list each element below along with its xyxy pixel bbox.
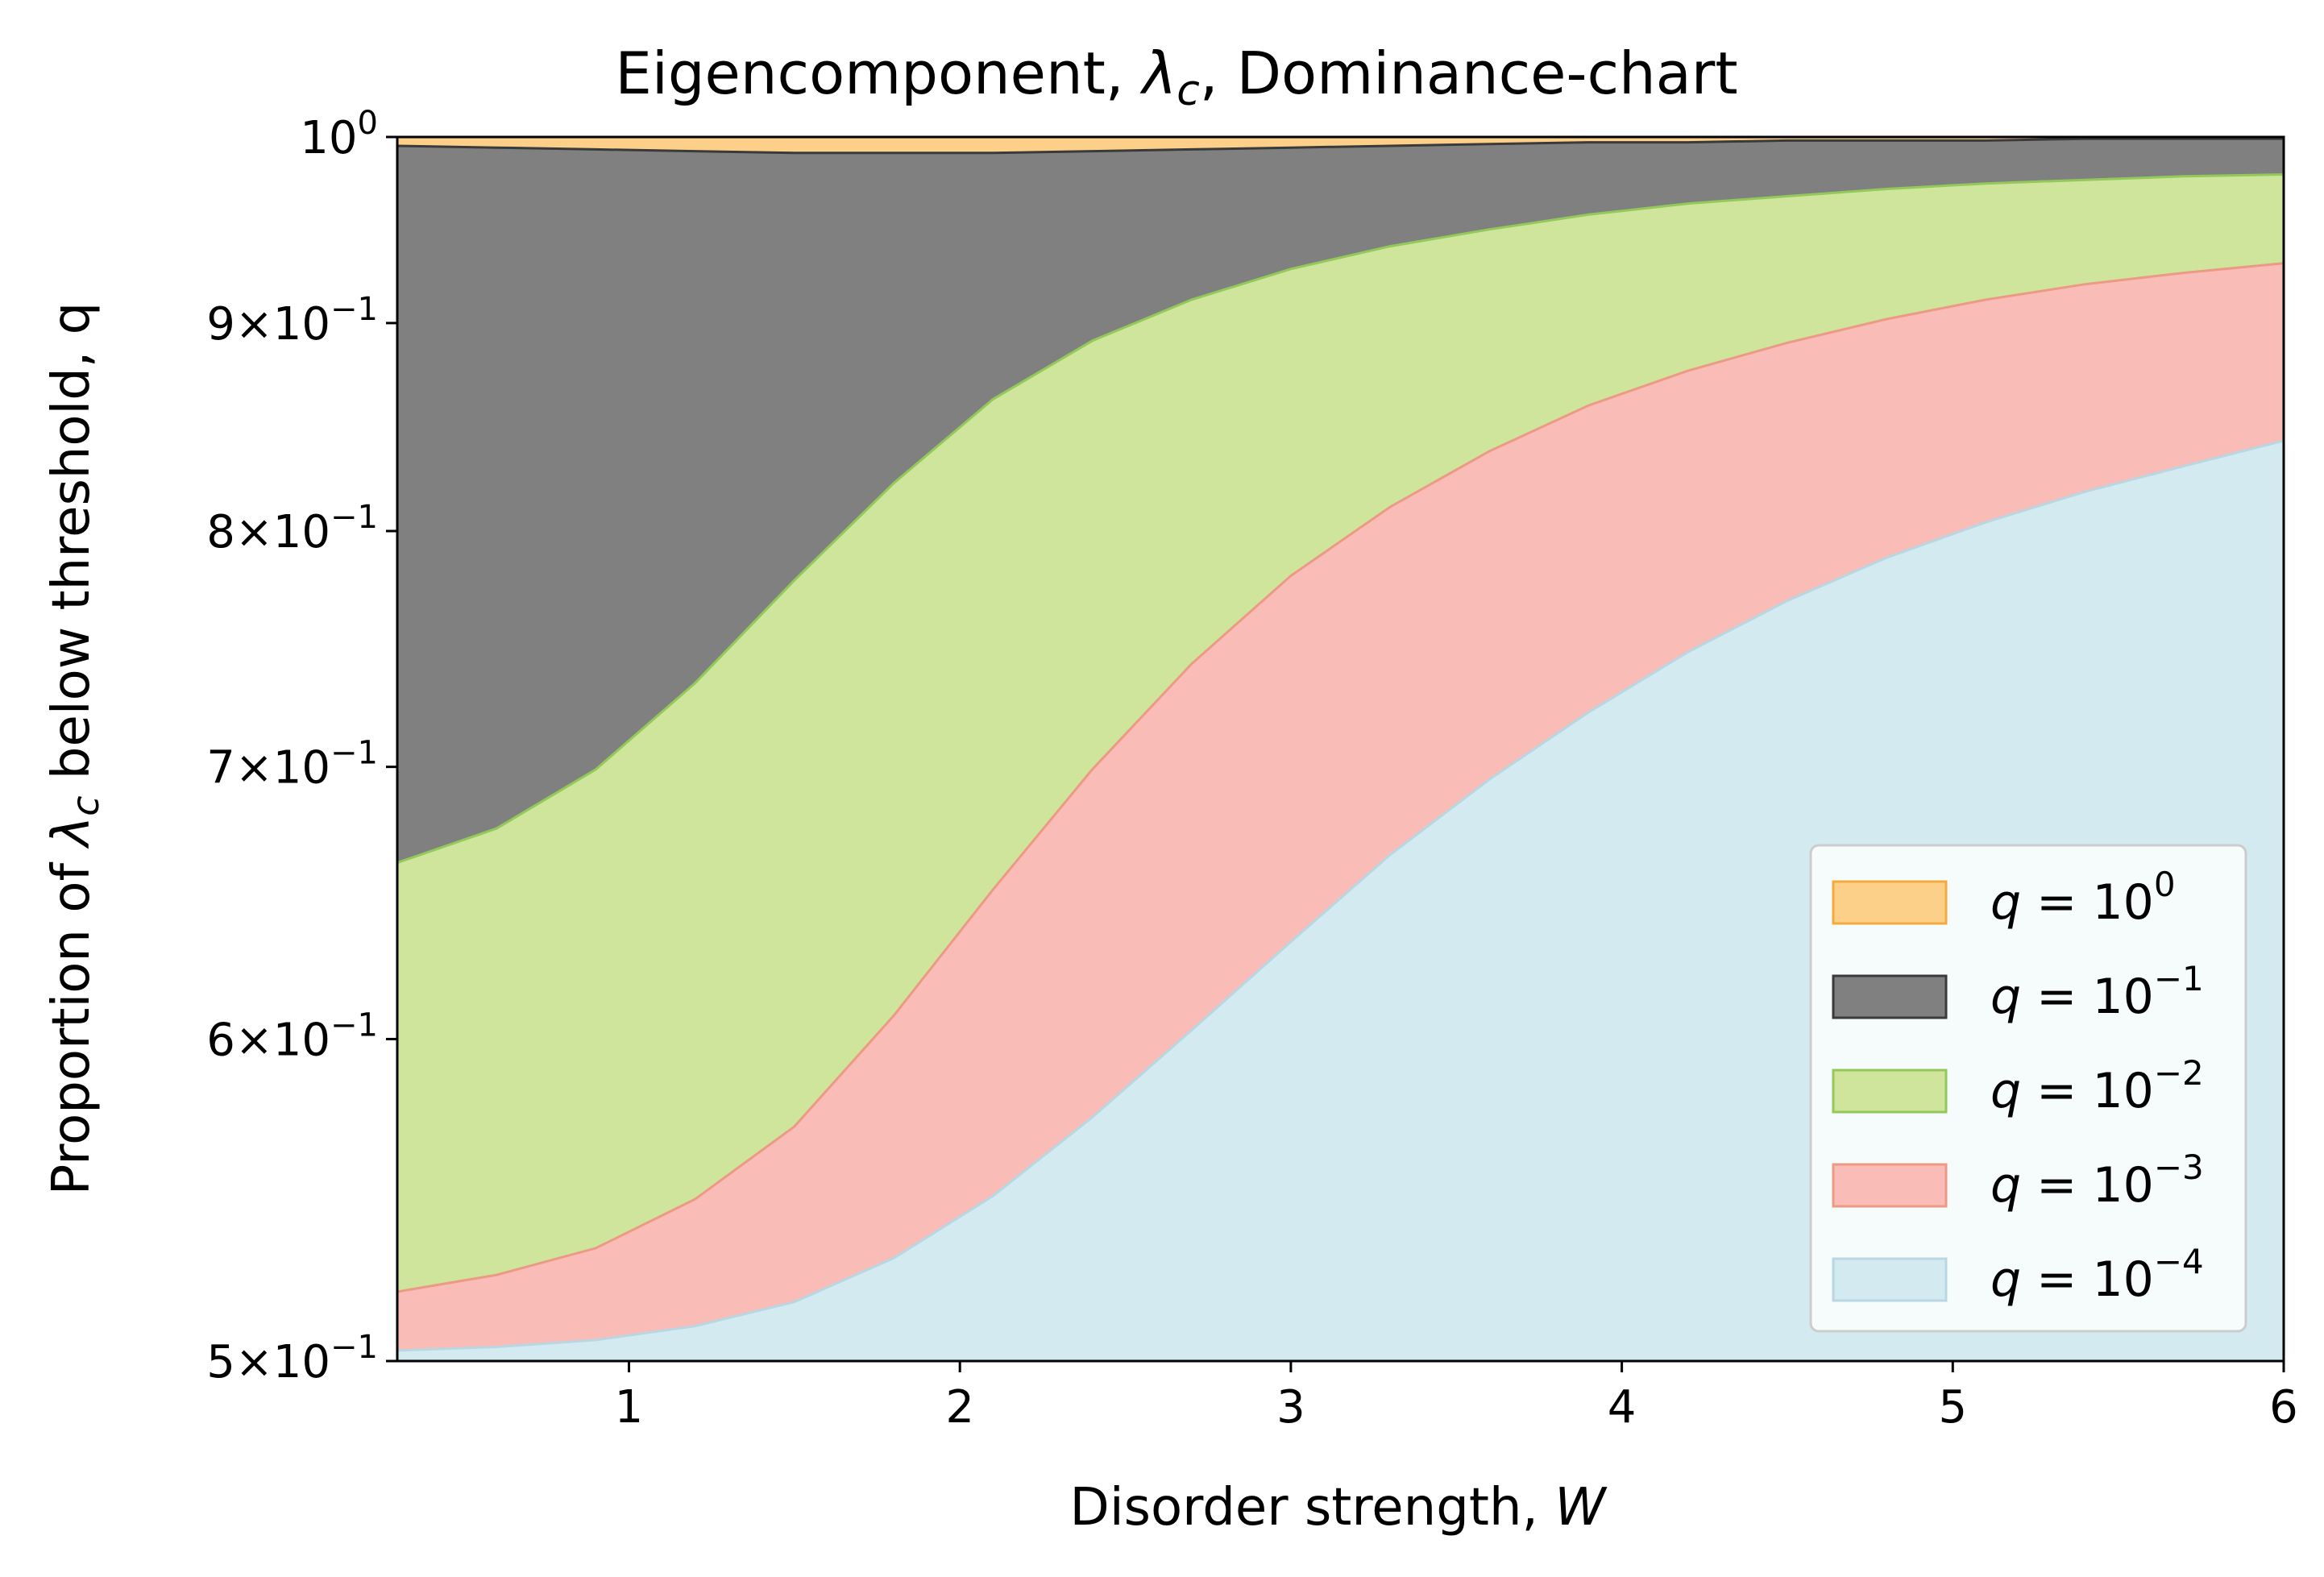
x-tick-label-0: 1 [615, 1381, 644, 1434]
legend-label-3: q = 10−3 [1990, 1147, 2204, 1214]
x-tick-label-3: 4 [1608, 1381, 1637, 1434]
xlabel-pre: Disorder strength, [1070, 1478, 1555, 1538]
title-lambda: λ [1139, 39, 1177, 107]
y-axis-label: Proportion of λc below threshold, q [42, 302, 107, 1195]
legend-label-2: q = 10−2 [1990, 1053, 2204, 1119]
y-tick-label-0: 5×10−1 [206, 1329, 378, 1388]
ylabel-subscript: c [64, 795, 107, 815]
y-tick-label-1: 6×10−1 [206, 1006, 378, 1066]
legend-swatch-2 [1832, 1069, 1948, 1114]
x-tick-label-1: 2 [945, 1381, 974, 1434]
title-post: , Dominance-chart [1200, 39, 1738, 107]
xlabel-symbol: W [1554, 1478, 1608, 1538]
ylabel-pre: Proportion of [42, 847, 102, 1196]
title-pre: Eigencomponent, [615, 39, 1142, 107]
legend-label-1: q = 10−1 [1990, 959, 2204, 1025]
x-tick-label-2: 3 [1276, 1381, 1305, 1434]
x-tick-label-5: 6 [2269, 1381, 2298, 1434]
chart-title: Eigencomponent, λc, Dominance-chart [615, 39, 1737, 115]
x-axis: 1 2 3 4 5 6 [615, 1361, 2298, 1434]
legend-swatch-1 [1832, 974, 1948, 1019]
legend-label-4: q = 10−4 [1990, 1242, 2204, 1308]
title-subscript: c [1177, 67, 1200, 115]
x-axis-label: Disorder strength, W [1070, 1478, 1608, 1538]
y-tick-label-5: 100 [300, 105, 378, 164]
plot-frame [396, 135, 2285, 1363]
ylabel-post: below threshold, q [42, 302, 102, 796]
legend: q = 100 q = 10−1 q = 10−2 q = 10−3 q = 10−4 [1809, 844, 2247, 1333]
legend-box [1809, 844, 2247, 1333]
legend-swatch-4 [1832, 1257, 1948, 1302]
y-tick-label-3: 8×10−1 [206, 499, 378, 558]
x-tick-label-4: 5 [1938, 1381, 1967, 1434]
y-axis: 5×10−1 6×10−1 7×10−1 8×10−1 9×10−1 100 [206, 105, 397, 1388]
y-tick-label-2: 7×10−1 [206, 735, 378, 795]
legend-label-0: q = 100 [1990, 865, 2176, 931]
y-tick-label-4: 9×10−1 [206, 291, 378, 351]
legend-swatch-3 [1832, 1163, 1948, 1208]
ylabel-lambda: λ [42, 816, 102, 849]
legend-swatch-0 [1832, 880, 1948, 925]
